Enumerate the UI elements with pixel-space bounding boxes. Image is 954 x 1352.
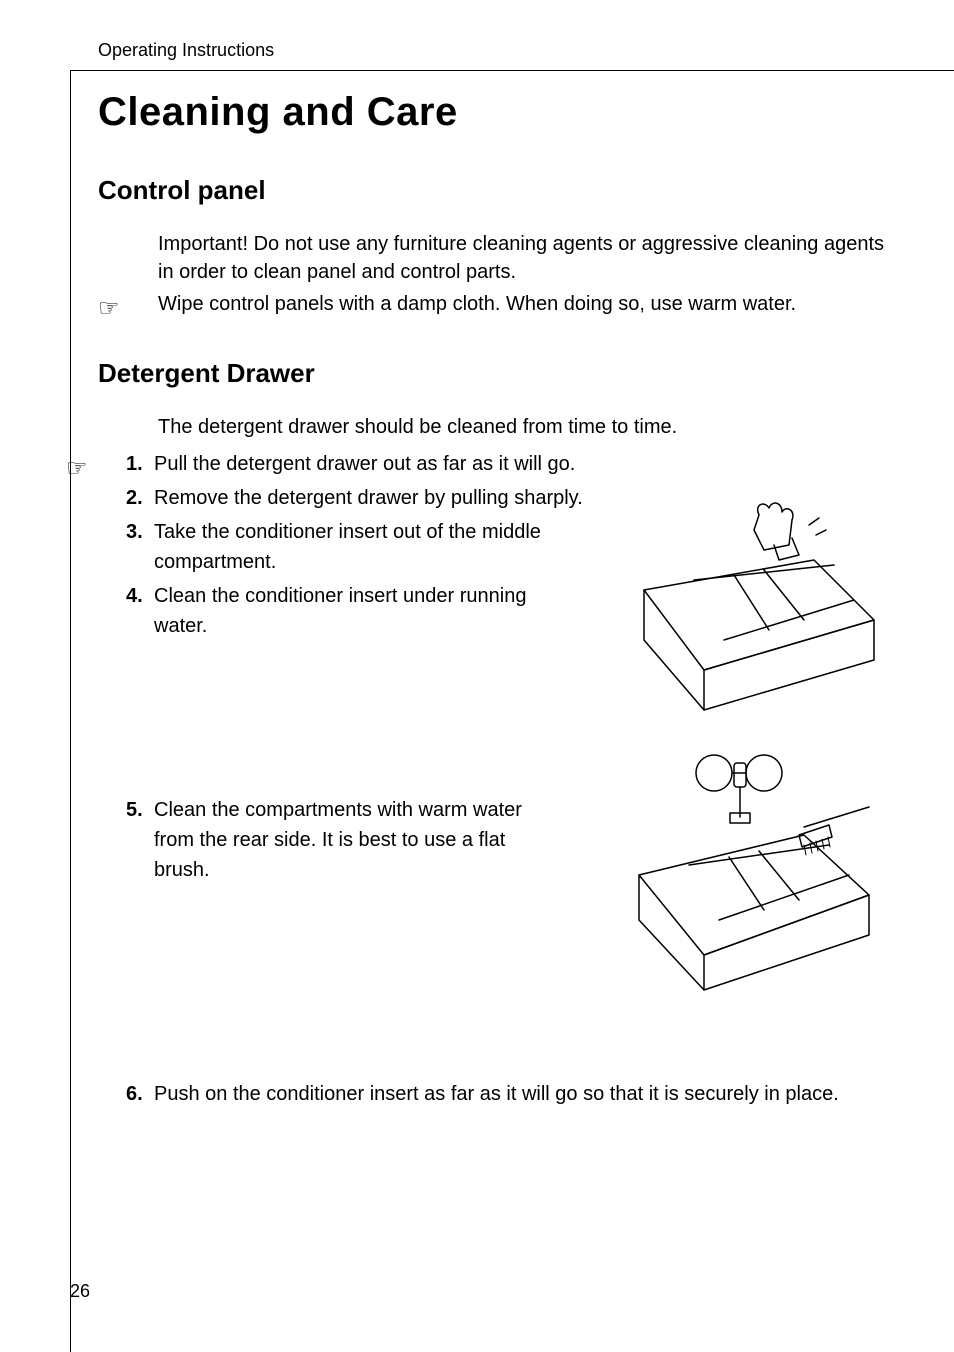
section-detergent-drawer-title: Detergent Drawer: [98, 358, 894, 389]
step-text: Push on the conditioner insert as far as…: [154, 1079, 894, 1109]
step-number: 2.: [126, 483, 154, 513]
step-text: Clean the conditioner insert under runni…: [154, 581, 554, 641]
pointing-hand-icon: ☞: [98, 292, 120, 326]
control-panel-instruction: Wipe control panels with a damp cloth. W…: [158, 293, 796, 315]
step-text: Pull the detergent drawer out as far as …: [154, 449, 894, 479]
step-number: 3.: [126, 517, 154, 577]
step-number: 5.: [126, 795, 154, 885]
drawer-insert-svg: [604, 490, 894, 720]
step-number: 4.: [126, 581, 154, 641]
page-number: 26: [70, 1281, 90, 1302]
step-text: Clean the compartments with warm water f…: [154, 795, 554, 885]
step-number: 1.: [126, 449, 154, 479]
detergent-intro: The detergent drawer should be cleaned f…: [158, 413, 894, 441]
important-text: Important! Do not use any furniture clea…: [158, 230, 894, 286]
main-title: Cleaning and Care: [98, 90, 894, 135]
step-6: 6. Push on the conditioner insert as far…: [126, 1079, 894, 1109]
drawer-brush-svg: [604, 745, 894, 995]
step-1: ☞ 1. Pull the detergent drawer out as fa…: [126, 449, 894, 479]
step-text: Take the conditioner insert out of the m…: [154, 517, 554, 577]
step-number: 6.: [126, 1079, 154, 1109]
header-section-label: Operating Instructions: [98, 40, 274, 61]
pointing-hand-icon: ☞: [66, 451, 88, 487]
illustration-drawer-insert: [604, 490, 894, 720]
instruction-row: ☞ Wipe control panels with a damp cloth.…: [158, 290, 894, 318]
illustration-drawer-brush: [604, 745, 894, 995]
section-control-panel-title: Control panel: [98, 175, 894, 206]
